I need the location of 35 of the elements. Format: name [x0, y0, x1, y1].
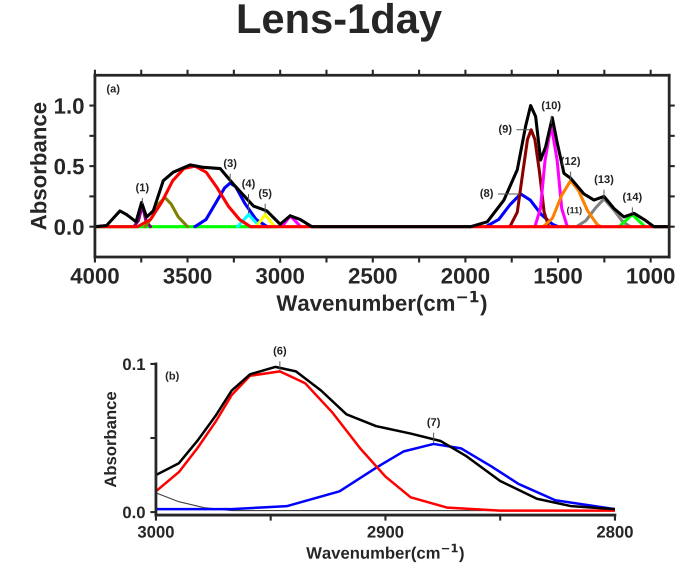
x-tick-label: 1000 [627, 268, 674, 284]
x-tick-label: 3500 [163, 268, 212, 284]
series-label: (1) [136, 183, 149, 194]
series-label: (13) [594, 174, 614, 186]
y-tick-label: 0.0 [54, 219, 84, 235]
x-tick-label: 2900 [367, 526, 404, 538]
series-label: (6) [274, 346, 286, 357]
y-tick-label: 0.5 [54, 158, 84, 174]
series-label: (3) [224, 158, 236, 170]
x-tick-label: 2000 [441, 268, 490, 284]
annotation: (b) [166, 371, 179, 382]
x-tick-label: 1500 [534, 268, 582, 284]
annotation: (11) [567, 206, 582, 216]
y-tick-label: 1.0 [55, 98, 84, 114]
x-tick-label: 3000 [138, 526, 174, 538]
x-axis-title: Wavenumber(cm$^{−1}$) [306, 544, 464, 562]
text: (4) [242, 179, 255, 190]
chart-title: Lens-1day [238, 2, 442, 42]
series-label: (8) [480, 188, 493, 200]
series-label: (5) [258, 188, 272, 200]
x-tick-label: 3000 [256, 268, 304, 284]
series-label: (14) [622, 192, 642, 203]
x-tick-label: 2500 [348, 268, 397, 284]
y-tick-label: 0.0 [123, 506, 145, 518]
y-tick-label: 0.1 [123, 358, 146, 370]
x-axis-title: Wavenumber(cm$^{−1}$) [276, 290, 486, 316]
series-label: (9) [499, 124, 512, 135]
series-label: (7) [427, 418, 440, 428]
line-series [156, 442, 615, 510]
y-axis-title: Absorbance [30, 102, 46, 230]
x-tick-label: 4000 [70, 268, 119, 284]
y-axis-title: Absorbance [104, 392, 116, 488]
series-label: (10) [542, 101, 561, 112]
annotation: (a) [106, 84, 120, 95]
x-tick-label: 2800 [596, 526, 633, 538]
